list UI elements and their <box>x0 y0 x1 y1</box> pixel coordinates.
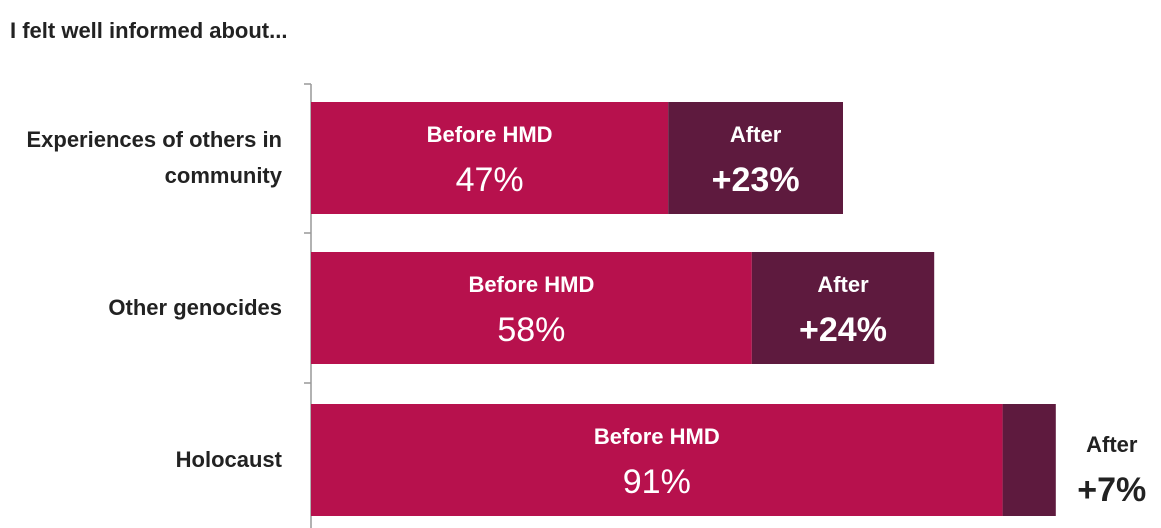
bar-segment <box>1002 404 1056 516</box>
bar-segment <box>751 252 935 364</box>
value-label: +7% <box>1077 471 1146 509</box>
category-label: Other genocides <box>108 295 282 320</box>
bar-segment <box>311 252 752 364</box>
series-label: Before HMD <box>594 424 720 449</box>
value-label: 47% <box>456 161 524 199</box>
category-label: Experiences of others in community <box>26 127 282 188</box>
category-label: Holocaust <box>175 447 282 472</box>
bar-segment <box>311 102 669 214</box>
series-label: Before HMD <box>427 122 553 147</box>
bar-segment <box>668 102 843 214</box>
series-label: Before HMD <box>468 272 594 297</box>
chart-title: I felt well informed about... <box>10 18 288 43</box>
bar-segment <box>311 404 1003 516</box>
value-label: 58% <box>497 311 565 349</box>
value-label: +23% <box>712 161 800 199</box>
series-label: After <box>817 272 869 297</box>
series-label: After <box>1086 432 1138 457</box>
series-label: After <box>730 122 782 147</box>
value-label: +24% <box>799 311 887 349</box>
value-label: 91% <box>623 463 691 501</box>
